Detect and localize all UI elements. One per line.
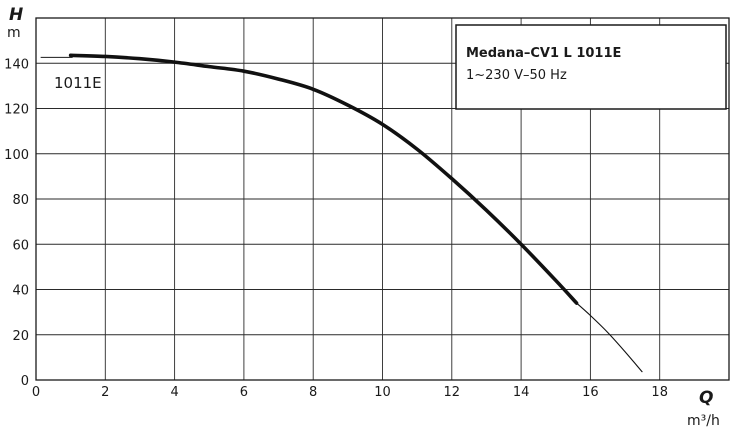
y-tick-label: 140 xyxy=(4,57,29,72)
y-tick-label: 120 xyxy=(4,103,29,118)
x-tick-label: 18 xyxy=(651,385,668,400)
grid xyxy=(36,18,729,380)
curve-label-1011e: 1011E xyxy=(54,74,102,92)
x-tick-label: 16 xyxy=(582,385,599,400)
y-axis-symbol: H xyxy=(9,5,23,25)
info-box-title: Medana–CV1 L 1011E xyxy=(466,46,621,61)
x-tick-label: 2 xyxy=(101,385,109,400)
info-box-frame xyxy=(455,24,727,110)
y-tick-label: 0 xyxy=(21,374,29,389)
curve-1011e xyxy=(68,53,579,305)
x-axis-unit: m³/h xyxy=(687,413,720,429)
x-tick-labels: 0 2 4 6 8 10 12 14 16 18 xyxy=(32,385,668,400)
plot-frame xyxy=(35,17,730,381)
y-tick-label: 40 xyxy=(12,284,29,299)
curve-1011e-extension xyxy=(576,302,643,373)
y-tick-label: 20 xyxy=(12,329,29,344)
x-tick-label: 14 xyxy=(513,385,530,400)
info-box-subtitle: 1~230 V–50 Hz xyxy=(466,68,567,83)
y-axis-unit: m xyxy=(7,25,21,41)
y-tick-labels: 0 20 40 60 80 100 120 140 xyxy=(4,57,29,389)
info-box: Medana–CV1 L 1011E 1~230 V–50 Hz xyxy=(455,24,727,110)
x-tick-label: 4 xyxy=(170,385,178,400)
x-tick-label: 12 xyxy=(444,385,461,400)
x-tick-label: 0 xyxy=(32,385,40,400)
x-tick-label: 10 xyxy=(374,385,391,400)
x-axis-symbol: Q xyxy=(699,388,713,408)
y-tick-label: 80 xyxy=(12,193,29,208)
x-tick-label: 6 xyxy=(240,385,248,400)
x-tick-label: 8 xyxy=(309,385,317,400)
y-tick-label: 60 xyxy=(12,238,29,253)
y-tick-label: 100 xyxy=(4,148,29,163)
